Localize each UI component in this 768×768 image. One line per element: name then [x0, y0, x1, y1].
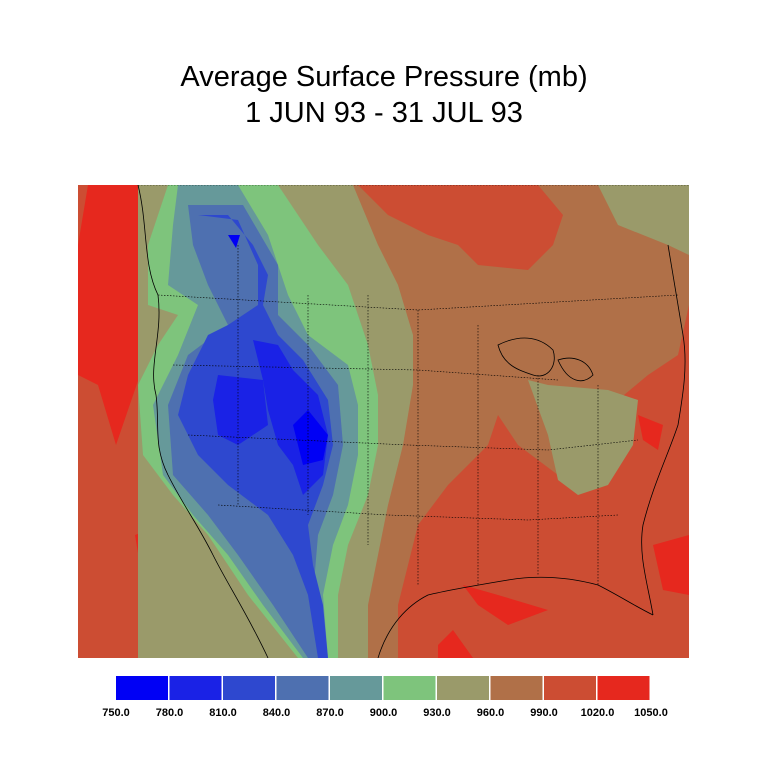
pressure-map — [78, 185, 689, 658]
legend-swatch — [544, 676, 596, 700]
legend-tick-labels: 750.0 780.0 810.0 840.0 870.0 900.0 930.0 960.0… — [102, 707, 668, 719]
map-title-line-1: Average Surface Pressure (mb) — [180, 61, 588, 93]
legend-tick-label: 840.0 — [263, 707, 291, 719]
field-780-810-west — [213, 375, 268, 445]
legend-swatch — [437, 676, 489, 700]
field-750-780-small — [228, 235, 240, 248]
legend-swatch — [276, 676, 329, 700]
legend-tick-label: 1050.0 — [634, 707, 668, 719]
geographic-boundaries — [137, 185, 686, 658]
gulf-coastline — [377, 576, 654, 658]
color-legend: 750.0 780.0 810.0 840.0 870.0 900.0 930.0 960.0… — [102, 676, 668, 719]
field-750-780 — [293, 410, 328, 465]
field-930-960-east — [528, 380, 638, 495]
legend-swatches — [116, 676, 650, 700]
legend-tick-label: 930.0 — [423, 707, 451, 719]
field-930-960-ne — [598, 185, 689, 255]
legend-tick-label: 750.0 — [102, 707, 130, 719]
legend-swatch — [116, 676, 168, 700]
legend-swatch — [169, 676, 222, 700]
great-lakes — [497, 337, 594, 382]
legend-swatch — [597, 676, 650, 700]
field-810-840 — [178, 215, 333, 658]
atlantic-coastline — [641, 244, 686, 616]
legend-tick-label: 900.0 — [370, 707, 398, 719]
pacific-coastline — [137, 185, 269, 658]
legend-tick-label: 990.0 — [530, 707, 558, 719]
legend-swatch — [490, 676, 543, 700]
legend-tick-label: 810.0 — [209, 707, 237, 719]
legend-tick-label: 960.0 — [477, 707, 505, 719]
legend-swatch — [383, 676, 436, 700]
legend-swatch — [223, 676, 275, 700]
legend-swatch — [330, 676, 382, 700]
legend-tick-label: 870.0 — [316, 707, 344, 719]
legend-tick-label: 780.0 — [156, 707, 184, 719]
state-borders — [138, 185, 689, 585]
map-title-line-2: 1 JUN 93 - 31 JUL 93 — [245, 97, 523, 129]
legend-tick-label: 1020.0 — [581, 707, 615, 719]
